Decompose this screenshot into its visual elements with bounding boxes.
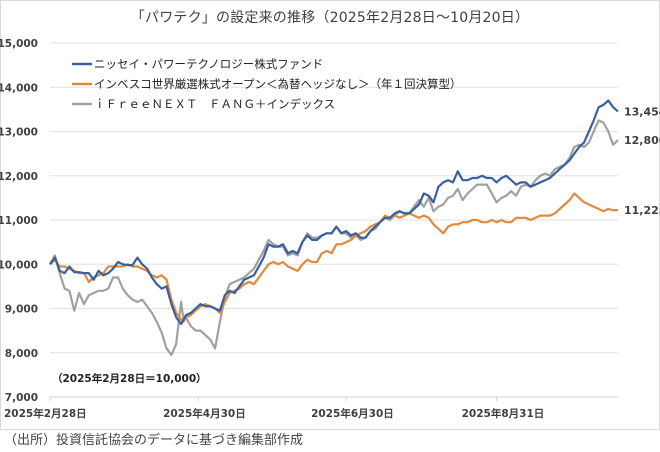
x-tick-label: 2025年2月28日 xyxy=(4,407,87,420)
y-tick-label: 7,000 xyxy=(5,392,38,404)
legend-label: ｉＦｒｅｅＮＥＸＴ ＦＡＮＧ＋インデックス xyxy=(94,97,335,111)
y-tick-label: 14,000 xyxy=(0,82,38,94)
y-tick-label: 15,000 xyxy=(0,38,38,50)
y-tick-label: 10,000 xyxy=(0,259,38,271)
y-tick-label: 8,000 xyxy=(5,348,38,360)
end-value-label: 11,223 xyxy=(624,204,660,217)
series-line xyxy=(49,192,619,323)
legend-label: ニッセイ・パワーテクノロジー株式ファンド xyxy=(94,57,323,71)
source-note: （出所）投資信託協会のデータに基づき編集部作成 xyxy=(4,433,304,448)
end-labels: 13,454 11,223 12,806 xyxy=(624,105,660,217)
x-axis-ticks: 2025年2月28日 2025年4月30日 2025年6月30日 2025年8月31日 xyxy=(4,397,544,420)
end-value-label: 12,806 xyxy=(624,134,660,147)
gridlines xyxy=(50,42,618,398)
y-tick-label: 13,000 xyxy=(0,127,38,139)
chart-title: 「パワテク」の設定来の推移（2025年2月28日～10月20日） xyxy=(130,10,530,26)
series-lines xyxy=(49,99,619,357)
x-tick-label: 2025年8月31日 xyxy=(462,407,545,420)
series-line xyxy=(49,99,619,326)
end-value-label: 13,454 xyxy=(624,105,660,118)
y-tick-label: 11,000 xyxy=(0,215,38,227)
x-tick-label: 2025年6月30日 xyxy=(311,407,394,420)
legend: ニッセイ・パワーテクノロジー株式ファンドインベスコ世界厳選株式オープン＜為替ヘッ… xyxy=(72,57,462,111)
series-line xyxy=(49,119,619,357)
x-tick-label: 2025年4月30日 xyxy=(163,407,246,420)
base-note: （2025年2月28日＝10,000） xyxy=(52,372,207,385)
y-tick-label: 9,000 xyxy=(5,304,38,316)
legend-label: インベスコ世界厳選株式オープン＜為替ヘッジなし＞（年１回決算型） xyxy=(94,77,462,91)
y-axis-ticks: 7,000 8,000 9,000 10,000 11,000 12,000 13,000 1… xyxy=(0,38,38,404)
y-tick-label: 12,000 xyxy=(0,171,38,183)
